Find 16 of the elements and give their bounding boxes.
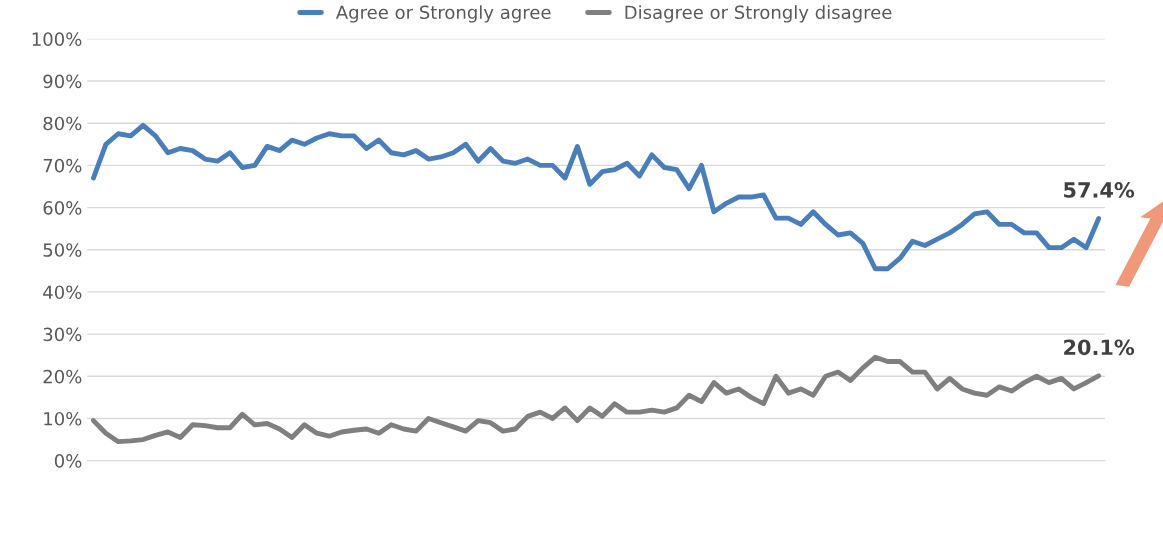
y-tick-label: 20% [43, 369, 82, 384]
y-tick-label: 30% [43, 327, 82, 342]
y-tick-label: 0% [54, 454, 82, 468]
y-tick-label: 100% [32, 32, 82, 46]
y-tick-label: 10% [44, 411, 82, 426]
y-tick-label: 80% [43, 116, 82, 131]
annotation: 57.4% [1064, 182, 1135, 198]
y-tick-label: 90% [43, 74, 82, 89]
y-tick-label: 40% [43, 285, 82, 300]
legend-label: Disagree or Strongly disagree [625, 5, 892, 23]
y-tick-label: 70% [43, 158, 82, 173]
y-tick-label: 60% [43, 201, 82, 215]
line-series [91, 354, 1102, 445]
legend-label: Agree or Strongly agree [335, 5, 551, 23]
y-tick-label: 50% [43, 243, 82, 257]
annotation: 20.1% [1064, 339, 1135, 356]
